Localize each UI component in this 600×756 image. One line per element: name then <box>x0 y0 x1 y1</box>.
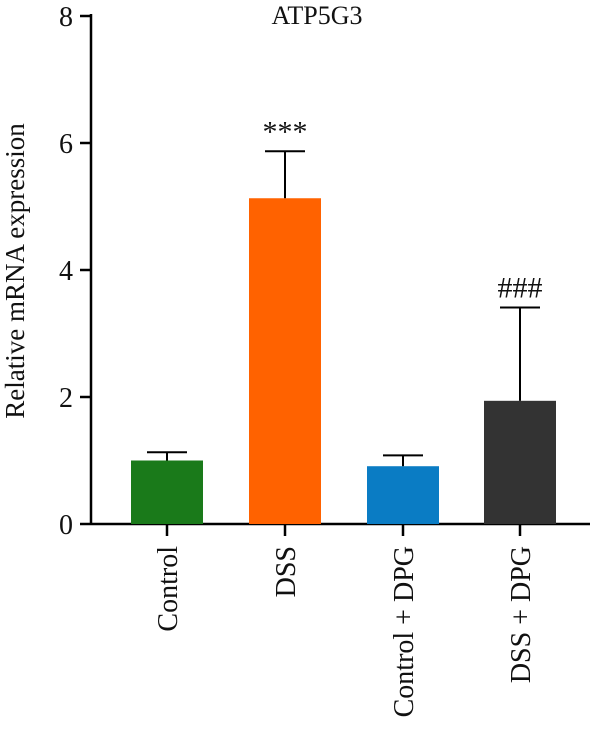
category-label: DSS + DPG <box>506 546 537 683</box>
y-tick-label: 4 <box>59 256 73 287</box>
category-label: Control + DPG <box>389 546 420 717</box>
y-tick-label: 2 <box>59 383 73 414</box>
bars: *** ### <box>131 115 556 524</box>
y-tick-label: 0 <box>59 510 73 541</box>
significance-annotation: ### <box>498 271 543 304</box>
bar <box>484 400 556 524</box>
category-labels: Control DSS Control + DPG DSS + DPG <box>153 546 537 718</box>
bar <box>249 198 321 524</box>
bar <box>367 466 439 524</box>
y-axis-label: Relative mRNA expression <box>0 123 30 419</box>
significance-annotation: *** <box>263 115 308 148</box>
bar <box>131 460 203 524</box>
y-tick-label: 6 <box>59 129 73 160</box>
chart-title: ATP5G3 <box>271 1 362 30</box>
category-label: DSS <box>271 546 302 597</box>
category-label: Control <box>153 546 184 632</box>
y-tick-label: 8 <box>59 2 73 33</box>
